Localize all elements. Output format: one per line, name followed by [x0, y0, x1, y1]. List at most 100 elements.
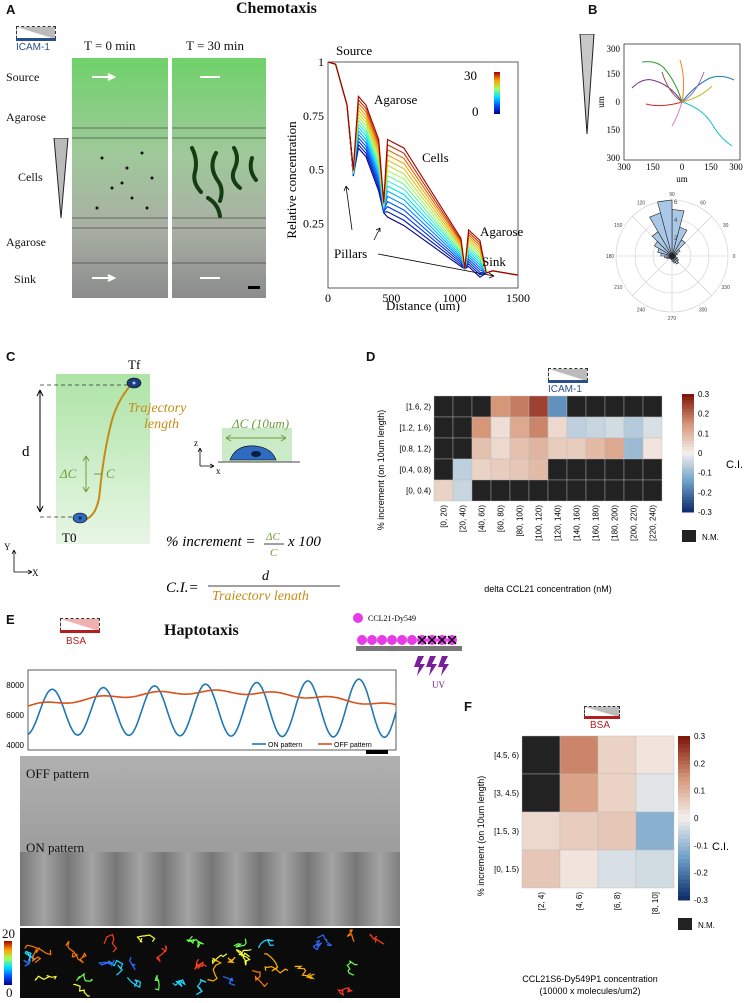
profile-curve	[327, 61, 519, 276]
polar-angle-label: 120	[637, 200, 646, 206]
colorbar-step	[678, 859, 690, 864]
colorbar-step	[678, 781, 690, 786]
heatmap-cell	[509, 458, 530, 481]
profile-xtick: 0	[325, 291, 331, 305]
colorbar-step	[682, 488, 694, 492]
profile-agarose2-label: Agarose	[480, 224, 524, 239]
label-c: C	[106, 466, 115, 481]
tracks-colorbar-min: 0	[6, 985, 13, 1000]
colorbar-step	[682, 432, 694, 436]
colorbar-step	[682, 426, 694, 430]
cell-track	[126, 976, 142, 988]
colorbar-step	[678, 838, 690, 844]
colorbar-step	[678, 826, 690, 831]
ci-label: C.I.=	[166, 580, 199, 596]
heatmap-f-row-labels: [4.5, 6) [3, 4.5) [1.5, 3) [0, 1.5)	[494, 751, 519, 874]
cell-track	[264, 965, 289, 974]
t30-label: T = 30 min	[186, 38, 245, 53]
profile-colorbar-min: 0	[472, 104, 479, 119]
heatmap-cell	[585, 479, 606, 502]
trajectory-paths	[631, 59, 735, 147]
colorbar-step	[682, 441, 694, 445]
profile-ytick: 0.75	[303, 109, 324, 123]
heatmap-cell	[604, 437, 625, 460]
colorbar-tick: -0.2	[694, 869, 708, 878]
colorbar-step	[678, 744, 690, 749]
bsa-label-f: BSA	[590, 720, 611, 731]
colorbar-step	[678, 846, 690, 852]
heatmap-row-label: [1.6, 2)	[406, 403, 431, 412]
heatmap-cell	[559, 811, 599, 851]
cell-track	[195, 978, 207, 996]
profile-curve	[327, 61, 519, 276]
profile-sink-label: Sink	[482, 254, 506, 269]
colorbar-step	[678, 818, 690, 823]
traj-ylabel: um	[596, 96, 606, 108]
row-source: Source	[6, 70, 40, 84]
profile-xlabel: Distance (um)	[386, 298, 460, 312]
heatmap-d-nm-swatch	[682, 530, 696, 542]
heatmap-cell	[635, 773, 675, 813]
heatmap-cell	[642, 395, 663, 418]
heatmap-cell	[547, 437, 568, 460]
axes-yx	[11, 549, 33, 575]
heatmap-d-row-labels: [1.6, 2) [1.2, 1.6) [0.8, 1.2) [0.4, 0.8) [0…	[399, 403, 431, 496]
axes-zx	[197, 447, 215, 469]
heatmap-cell	[597, 811, 637, 851]
profile-curve	[327, 61, 519, 276]
colorbar-tick: 0.1	[698, 429, 710, 438]
profile-curve	[327, 61, 519, 276]
cell-track	[222, 975, 236, 986]
heatmap-col-label: [180, 200)	[611, 505, 620, 541]
polar-angle-label: 60	[700, 200, 706, 206]
colorbar-step	[678, 830, 690, 835]
heatmap-f-nm-label: N.M.	[698, 921, 715, 930]
heatmap-col-label: [120, 140)	[554, 505, 563, 541]
profile-curve	[327, 61, 519, 278]
colorbar-tick: 0.3	[698, 390, 710, 399]
heatmap-d-cells	[433, 395, 663, 502]
profile-curve	[327, 61, 519, 276]
panel-letter-f: F	[464, 699, 472, 714]
increment-frac-num: ΔC	[265, 531, 280, 543]
colorbar-step	[678, 756, 690, 762]
colorbar-step	[682, 429, 694, 433]
increment-label: % increment =	[166, 534, 256, 550]
heatmap-cell	[559, 735, 599, 775]
colorbar-step	[682, 444, 694, 448]
axis-x: x	[216, 466, 221, 476]
cell-track	[226, 956, 236, 964]
heatmap-row-label: [4.5, 6)	[494, 751, 519, 760]
traj-xtick-3: 150	[704, 162, 718, 172]
heatmap-cell	[566, 458, 587, 481]
heatmap-cell	[433, 395, 454, 418]
profile-ylabel: Relative concentration	[284, 121, 299, 239]
heatmap-cell	[490, 395, 511, 418]
heatmap-cell	[528, 437, 549, 460]
colorbar-step	[682, 485, 694, 489]
colorbar-step	[678, 760, 690, 766]
heatmap-f-xlabel-2: (10000 x molecules/um2)	[539, 986, 640, 996]
cell-track	[312, 939, 323, 951]
heatmap-col-label: [160, 180)	[592, 505, 601, 541]
heatmap-cell	[521, 773, 561, 813]
heatmap-f: [4.5, 6)[3, 4.5)[1.5, 3)[0, 1.5) [2, 4)[…	[476, 732, 729, 996]
colorbar-step	[682, 423, 694, 427]
colorbar-step	[678, 871, 690, 876]
colorbar-step	[678, 797, 690, 803]
icam-substrate-icon-d	[548, 368, 588, 381]
profile-curve	[327, 61, 519, 276]
heatmap-cell	[566, 395, 587, 418]
profile-xtick: 1500	[506, 291, 530, 305]
cell-track	[251, 970, 269, 988]
cell-track	[233, 938, 247, 948]
heatmap-cell	[585, 458, 606, 481]
heatmap-row-label: [0.4, 0.8)	[399, 466, 431, 475]
cell-track	[154, 974, 160, 991]
heatmap-d-colorbar: 0.3 0.2 0.1 0 -0.1 -0.2 -0.3	[682, 390, 712, 517]
profile-curve	[327, 61, 519, 276]
traj-xtick-0: 300	[617, 162, 631, 172]
increment-frac-den: C	[270, 547, 278, 559]
profile-ytick: 0.5	[309, 163, 324, 177]
cell-track	[294, 965, 312, 977]
